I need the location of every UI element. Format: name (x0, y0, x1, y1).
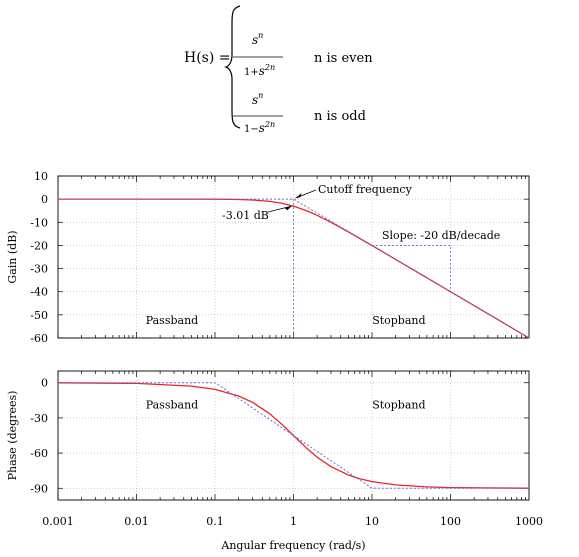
gain-ytick-label: -20 (30, 239, 48, 252)
cutoff-frequency-label: Cutoff frequency (318, 183, 413, 196)
gain-stopband-label: Stopband (372, 314, 425, 327)
formula-case1-condition: n is even (314, 51, 373, 66)
gain-ylabel: Gain (dB) (6, 230, 19, 283)
phase-xlabel: Angular frequency (rad/s) (220, 539, 365, 552)
formula-case2-condition: n is odd (314, 109, 366, 124)
formula-case2-num-exp: n (258, 91, 263, 100)
transfer-function-formula: H(s) = sn 1+s2n n is even sn 1−s2n n is … (184, 5, 373, 135)
svg-text:1+s2n: 1+s2n (244, 63, 275, 78)
svg-text:1−s2n: 1−s2n (244, 120, 275, 135)
gain-ytick-label: -40 (30, 286, 48, 299)
formula-case-even: sn 1+s2n n is even (233, 31, 373, 78)
gain-ytick-label: 10 (34, 170, 48, 183)
formula-case1-den-prefix: 1+ (244, 67, 259, 78)
gain-ytick-label: -30 (30, 263, 48, 276)
formula-case1-num-base: s (252, 33, 258, 47)
gain-ytick-label: -10 (30, 216, 48, 229)
phase-passband-label: Passband (146, 399, 198, 412)
slope-triangle (372, 245, 451, 292)
gain-ytick-label: -60 (30, 332, 48, 345)
formula-lhs: H(s) = (184, 50, 231, 66)
formula-case-odd: sn 1−s2n n is odd (233, 91, 366, 135)
phase-response-line (57, 382, 530, 489)
formula-case1-den-base: s (259, 64, 265, 78)
formula-case1-num-exp: n (258, 31, 263, 40)
phase-ytick-label: -60 (30, 447, 48, 460)
gain-ytick-label: 0 (41, 193, 48, 206)
phase-xtick-label: 0.1 (206, 515, 224, 528)
phase-xtick-label: 1000 (515, 515, 543, 528)
gain-ytick-label: -50 (30, 309, 48, 322)
minus-3db-arrowhead (284, 206, 292, 211)
formula-case2-num-base: s (252, 93, 258, 107)
phase-stopband-label: Stopband (372, 399, 425, 412)
formula-brace (224, 5, 241, 129)
phase-xtick-label: 0.01 (124, 515, 149, 528)
phase-asymptote-line (58, 382, 529, 489)
phase-xtick-label: 1 (290, 515, 297, 528)
minus-3db-label: -3.01 dB (222, 209, 269, 222)
slope-label: Slope: -20 dB/decade (382, 229, 500, 242)
phase-ylabel: Phase (degrees) (6, 391, 19, 481)
phase-xtick-label: 10 (365, 515, 379, 528)
cutoff-arrowhead (295, 193, 302, 199)
formula-case2-den-base: s (259, 121, 265, 135)
phase-xtick-label: 100 (440, 515, 461, 528)
phase-ytick-label: -30 (30, 412, 48, 425)
phase-ytick-label: -90 (30, 482, 48, 495)
formula-case2-den-prefix: 1− (244, 124, 259, 135)
phase-xtick-label: 0.001 (42, 515, 74, 528)
phase-ytick-label: 0 (41, 377, 48, 390)
formula-case2-den-exp: 2n (264, 120, 275, 129)
formula-case1-den-exp: 2n (264, 63, 275, 72)
gain-passband-label: Passband (146, 314, 198, 327)
minus-3db-arrow (267, 205, 292, 213)
svg-text:sn: sn (252, 31, 263, 47)
svg-text:sn: sn (252, 91, 263, 107)
